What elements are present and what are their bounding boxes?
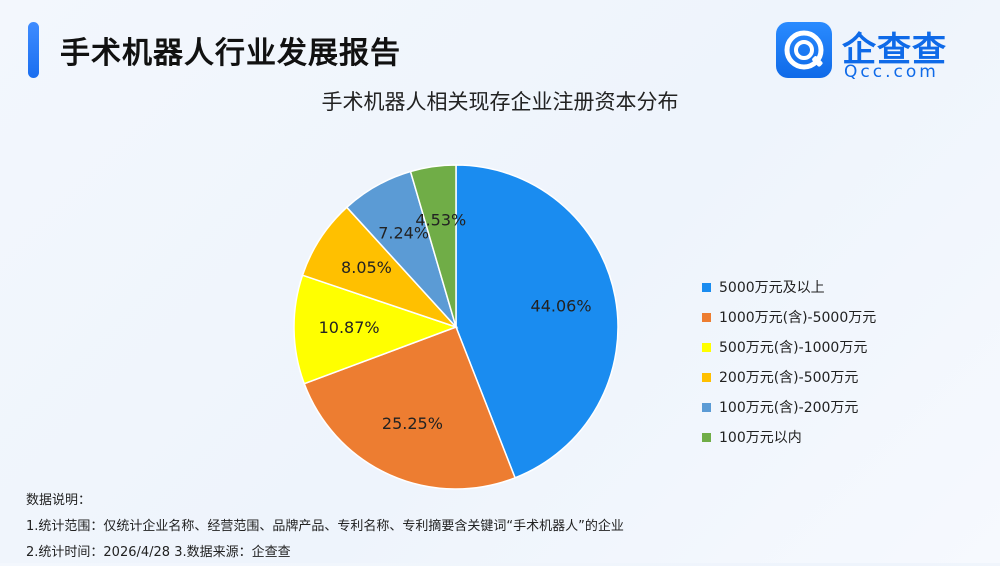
- legend-item: 100万元以内: [702, 422, 876, 452]
- qcc-logo: 企查查 Qcc.com: [776, 22, 976, 82]
- legend-label: 200万元(含)-500万元: [719, 370, 859, 386]
- legend-swatch: [702, 402, 711, 412]
- pie-slice: [455, 164, 619, 479]
- legend-item: 500万元(含)-1000万元: [702, 332, 876, 362]
- legend-swatch: [702, 372, 711, 382]
- logo-name: 企查查: [842, 30, 947, 70]
- report-title: 手术机器人行业发展报告: [60, 36, 401, 71]
- slice-label: 44.06%: [531, 297, 592, 316]
- legend-swatch: [702, 312, 711, 322]
- notes-line-1: 1.统计范围：仅统计企业名称、经营范围、品牌产品、专利名称、专利摘要含关键词“手…: [26, 519, 624, 534]
- slice-label: 7.24%: [378, 223, 429, 242]
- slice-label: 4.53%: [415, 211, 466, 230]
- legend-item: 1000万元(含)-5000万元: [702, 302, 876, 332]
- notes-line-2: 2.统计时间：2026/4/28 3.数据来源：企查查: [26, 545, 291, 560]
- legend-label: 100万元以内: [719, 430, 802, 446]
- notes-heading: 数据说明：: [26, 493, 92, 508]
- slice-label: 25.25%: [382, 414, 443, 433]
- legend-swatch: [702, 282, 711, 292]
- chart-legend: 5000万元及以上 1000万元(含)-5000万元 500万元(含)-1000万元…: [702, 272, 876, 452]
- data-notes: 数据说明： 1.统计范围：仅统计企业名称、经营范围、品牌产品、专利名称、专利摘要…: [26, 488, 624, 566]
- legend-swatch: [702, 342, 711, 352]
- legend-label: 5000万元及以上: [719, 280, 825, 296]
- logo-domain: Qcc.com: [844, 62, 939, 82]
- legend-label: 500万元(含)-1000万元: [719, 340, 868, 356]
- legend-item: 5000万元及以上: [702, 272, 876, 302]
- pie-slice: [409, 164, 457, 328]
- qcc-logo-icon: [776, 22, 832, 78]
- legend-label: 1000万元(含)-5000万元: [719, 310, 877, 326]
- chart-title: 手术机器人相关现存企业注册资本分布: [321, 90, 679, 114]
- slice-label: 8.05%: [341, 258, 392, 277]
- legend-item: 200万元(含)-500万元: [702, 362, 876, 392]
- legend-swatch: [702, 432, 711, 442]
- title-accent-bar: [28, 22, 39, 78]
- legend-item: 100万元(含)-200万元: [702, 392, 876, 422]
- pie-slice: [303, 326, 517, 490]
- slice-label: 10.87%: [319, 318, 380, 337]
- pie-slice: [293, 274, 459, 385]
- legend-label: 100万元(含)-200万元: [719, 400, 859, 416]
